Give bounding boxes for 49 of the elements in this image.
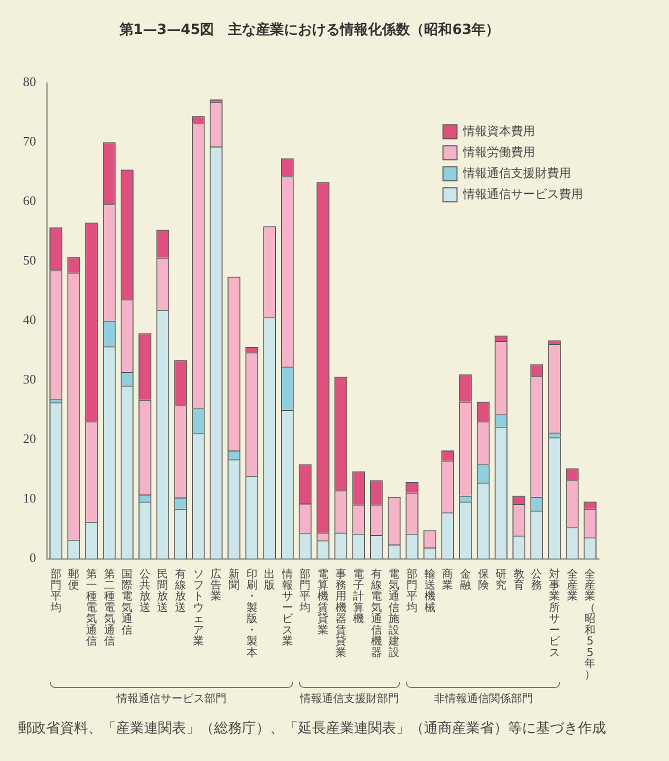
x-tick-label: 研究 [496, 567, 507, 592]
x-tick-label: 民間放送 [157, 567, 168, 614]
x-tick-label: 商業 [442, 567, 454, 592]
x-tick-label: 保険 [478, 567, 489, 592]
x-tick-label: 金融 [460, 567, 471, 592]
x-tick-label: 出版 [264, 567, 276, 592]
x-tick-label: 部門平均 [49, 567, 62, 614]
y-tick-label: 80 [23, 74, 36, 90]
x-tick-label: 郵便 [68, 567, 80, 592]
x-tick-label: 印刷・製版・製本 [246, 567, 258, 659]
x-tick-label: 部門平均 [298, 567, 311, 614]
legend-label: 情報通信支援財費用 [462, 166, 571, 180]
legend-label: 情報資本費用 [462, 124, 535, 138]
y-tick-label: 40 [23, 312, 36, 328]
x-tick-label: 公共放送 [139, 567, 150, 614]
y-tick-label: 30 [23, 372, 36, 387]
y-tick-label: 0 [30, 550, 36, 566]
legend-label: 情報通信サービス費用 [462, 186, 583, 201]
text: 情報通信サービス部門 [116, 692, 227, 705]
y-tick-label: 20 [23, 431, 36, 446]
x-tick-label: 広告業 [210, 567, 222, 603]
x-tick-label: 教育 [513, 567, 524, 592]
x-tick-label: 事務用機器賃貸業 [335, 567, 346, 659]
x-tick-label: 第一種電気通信 [86, 567, 98, 648]
x-tick-label: 対事業所サービス [548, 567, 561, 659]
x-tick-label: 全産業 [566, 567, 578, 603]
x-tick-label: 新聞 [228, 567, 240, 592]
x-tick-label: 第二種電気通信 [104, 567, 115, 648]
x-tick-label: 有線電気通信機器 [370, 567, 382, 659]
legend-label: 情報労働費用 [462, 144, 535, 159]
x-tick-label: 情報サービス業 [280, 567, 294, 648]
text: 情報通信支援財部門 [299, 692, 400, 705]
x-tick-label: 電気通信施設建設 [388, 567, 400, 659]
text: 非情報通信関係部門 [434, 692, 533, 705]
y-tick-label: 70 [23, 134, 36, 149]
chart-title: 第1—3—45図 主な産業における情報化係数（昭和63年） [118, 21, 500, 38]
x-tick-label: 公務 [531, 567, 542, 592]
x-tick-label: 輸送機械 [424, 567, 436, 614]
x-tick-label: 有線放送 [174, 567, 186, 614]
category-label: 全産業（昭和55年） [584, 567, 596, 682]
x-tick-label: 部門平均 [406, 567, 418, 614]
y-tick-label: 60 [23, 193, 36, 208]
y-tick-label: 50 [23, 252, 36, 268]
x-tick-label: 国際電気通信 [122, 567, 133, 636]
x-tick-label: 電算機賃貸業 [318, 567, 328, 636]
x-tick-label: 電子計算機 [353, 567, 364, 626]
y-tick-label: 10 [23, 490, 36, 506]
text: 郵政省資料、「産業連関表」（総務庁）、「延長産業連関表」（通商産業省）等に基づき作成 [18, 720, 606, 737]
x-tick-label: ソフトウェア業 [192, 567, 204, 648]
